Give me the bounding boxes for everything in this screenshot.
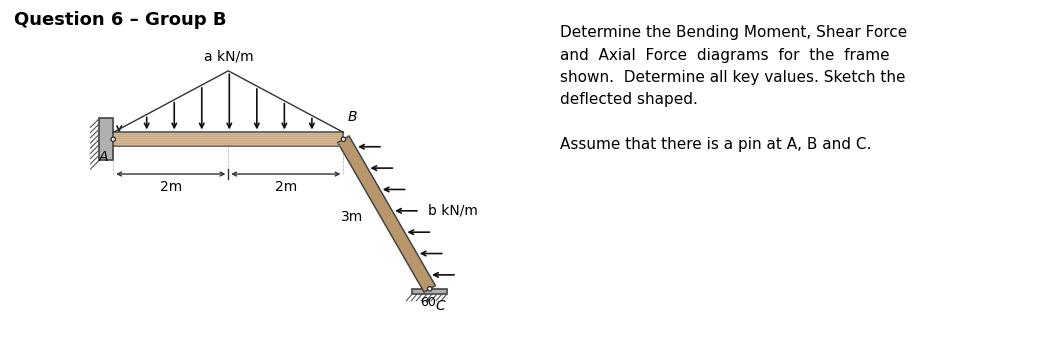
Text: A: A xyxy=(99,150,108,164)
Text: Question 6 – Group B: Question 6 – Group B xyxy=(14,11,226,29)
Text: B: B xyxy=(347,110,356,124)
Text: 60: 60 xyxy=(420,296,436,309)
Circle shape xyxy=(427,287,431,291)
Polygon shape xyxy=(99,119,114,160)
Text: and  Axial  Force  diagrams  for  the  frame: and Axial Force diagrams for the frame xyxy=(560,47,889,63)
Polygon shape xyxy=(413,289,447,294)
Text: C: C xyxy=(436,299,445,313)
Polygon shape xyxy=(338,136,436,292)
Text: shown.  Determine all key values. Sketch the: shown. Determine all key values. Sketch … xyxy=(560,70,905,85)
Text: a kN/m: a kN/m xyxy=(203,50,253,64)
Text: Assume that there is a pin at A, B and C.: Assume that there is a pin at A, B and C… xyxy=(560,137,871,152)
Text: b kN/m: b kN/m xyxy=(428,204,477,218)
Text: 3m: 3m xyxy=(341,210,363,224)
Text: Determine the Bending Moment, Shear Force: Determine the Bending Moment, Shear Forc… xyxy=(560,25,907,40)
Circle shape xyxy=(341,137,346,142)
Circle shape xyxy=(111,137,116,142)
Text: deflected shaped.: deflected shaped. xyxy=(560,92,697,107)
Text: 2m: 2m xyxy=(159,180,182,194)
Polygon shape xyxy=(114,132,344,146)
Text: 2m: 2m xyxy=(275,180,297,194)
